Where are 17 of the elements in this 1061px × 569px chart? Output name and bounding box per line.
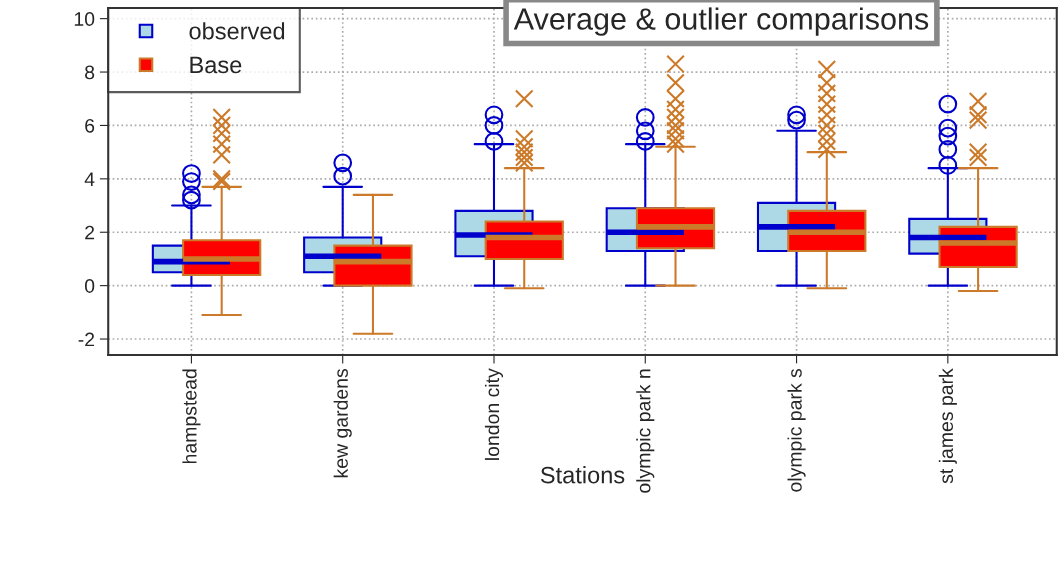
y-tick-label: 10: [74, 12, 95, 26]
x-tick-label: hampstead: [182, 369, 201, 464]
x-tick-label: london city: [484, 368, 504, 460]
x-tick-label: olympic park n: [636, 369, 655, 493]
x-tick-label: kew gardens: [333, 368, 352, 478]
y-tick-label: 8: [85, 65, 95, 80]
chart-title: Average & outlier comparisons: [513, 7, 929, 36]
y-tick-label: -2: [78, 332, 95, 347]
y-tick-label: 0: [84, 279, 95, 293]
x-tick-label: st james park: [938, 368, 957, 484]
legend-label: Base: [190, 56, 242, 74]
x-axis-title: Stations: [540, 466, 625, 484]
y-tick-label: 6: [85, 118, 95, 133]
y-tick-label: 2: [85, 225, 95, 240]
legend-label: observed: [189, 22, 285, 40]
x-tick-label: olympic park s: [787, 368, 806, 492]
y-tick-label: 4: [84, 172, 95, 186]
